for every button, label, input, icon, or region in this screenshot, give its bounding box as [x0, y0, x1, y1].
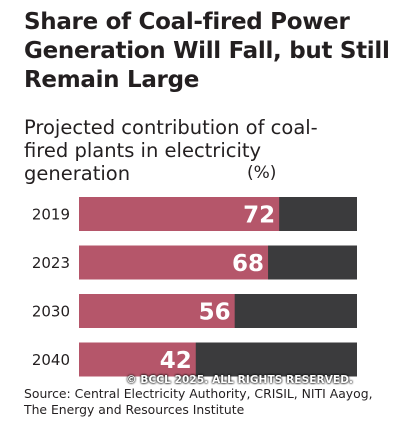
chart-title: Share of Coal-fired Power Generation Wil… [24, 9, 390, 93]
category-label-2040: 2040 [32, 351, 70, 369]
bar-coal-2023 [79, 245, 269, 280]
value-label-2040: 42 [160, 348, 192, 374]
value-label-2023: 68 [232, 251, 264, 277]
value-label-2019: 72 [243, 203, 275, 229]
bar-coal-2019 [79, 197, 280, 231]
category-label-2023: 2023 [32, 254, 70, 272]
copyright-watermark: © BCCL 2025. ALL RIGHTS RESERVED. [126, 374, 354, 386]
bar-coal-2030 [79, 294, 235, 328]
source-note: Source: Central Electricity Authority, C… [24, 386, 373, 417]
chart-subtitle: Projected contribution of coal-fired pla… [24, 116, 318, 185]
category-label-2030: 2030 [32, 303, 70, 321]
bar-coal-2040 [79, 342, 196, 377]
value-label-2030: 56 [199, 300, 231, 326]
unit-label: (%) [247, 163, 277, 183]
category-label-2019: 2019 [32, 206, 70, 224]
